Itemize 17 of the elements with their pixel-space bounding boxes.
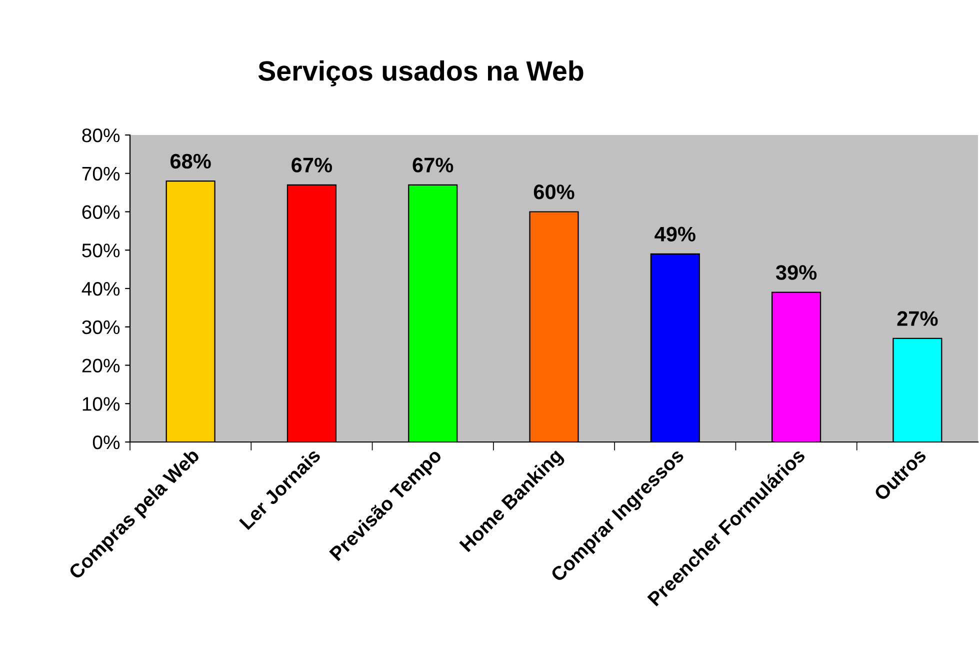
y-tick-label: 70% [82, 166, 120, 181]
y-tick-label: 30% [82, 320, 120, 334]
y-tick-label: 80% [82, 128, 120, 142]
y-tick-label: 20% [82, 358, 120, 372]
y-tick-label: 60% [82, 205, 120, 219]
y-tick-label: 0% [92, 435, 120, 450]
data-label: 67% [292, 158, 332, 172]
data-label: 68% [170, 154, 211, 169]
data-label: 67% [412, 158, 454, 172]
data-label: 39% [776, 265, 817, 280]
chart-title: Serviços usados na Web [258, 60, 584, 86]
data-label: 27% [897, 311, 938, 326]
data-label: 60% [534, 184, 574, 200]
y-tick-label: 50% [82, 244, 120, 258]
y-tick-label: 10% [82, 397, 120, 411]
y-tick-label: 40% [82, 282, 120, 296]
data-label: 49% [654, 226, 696, 242]
